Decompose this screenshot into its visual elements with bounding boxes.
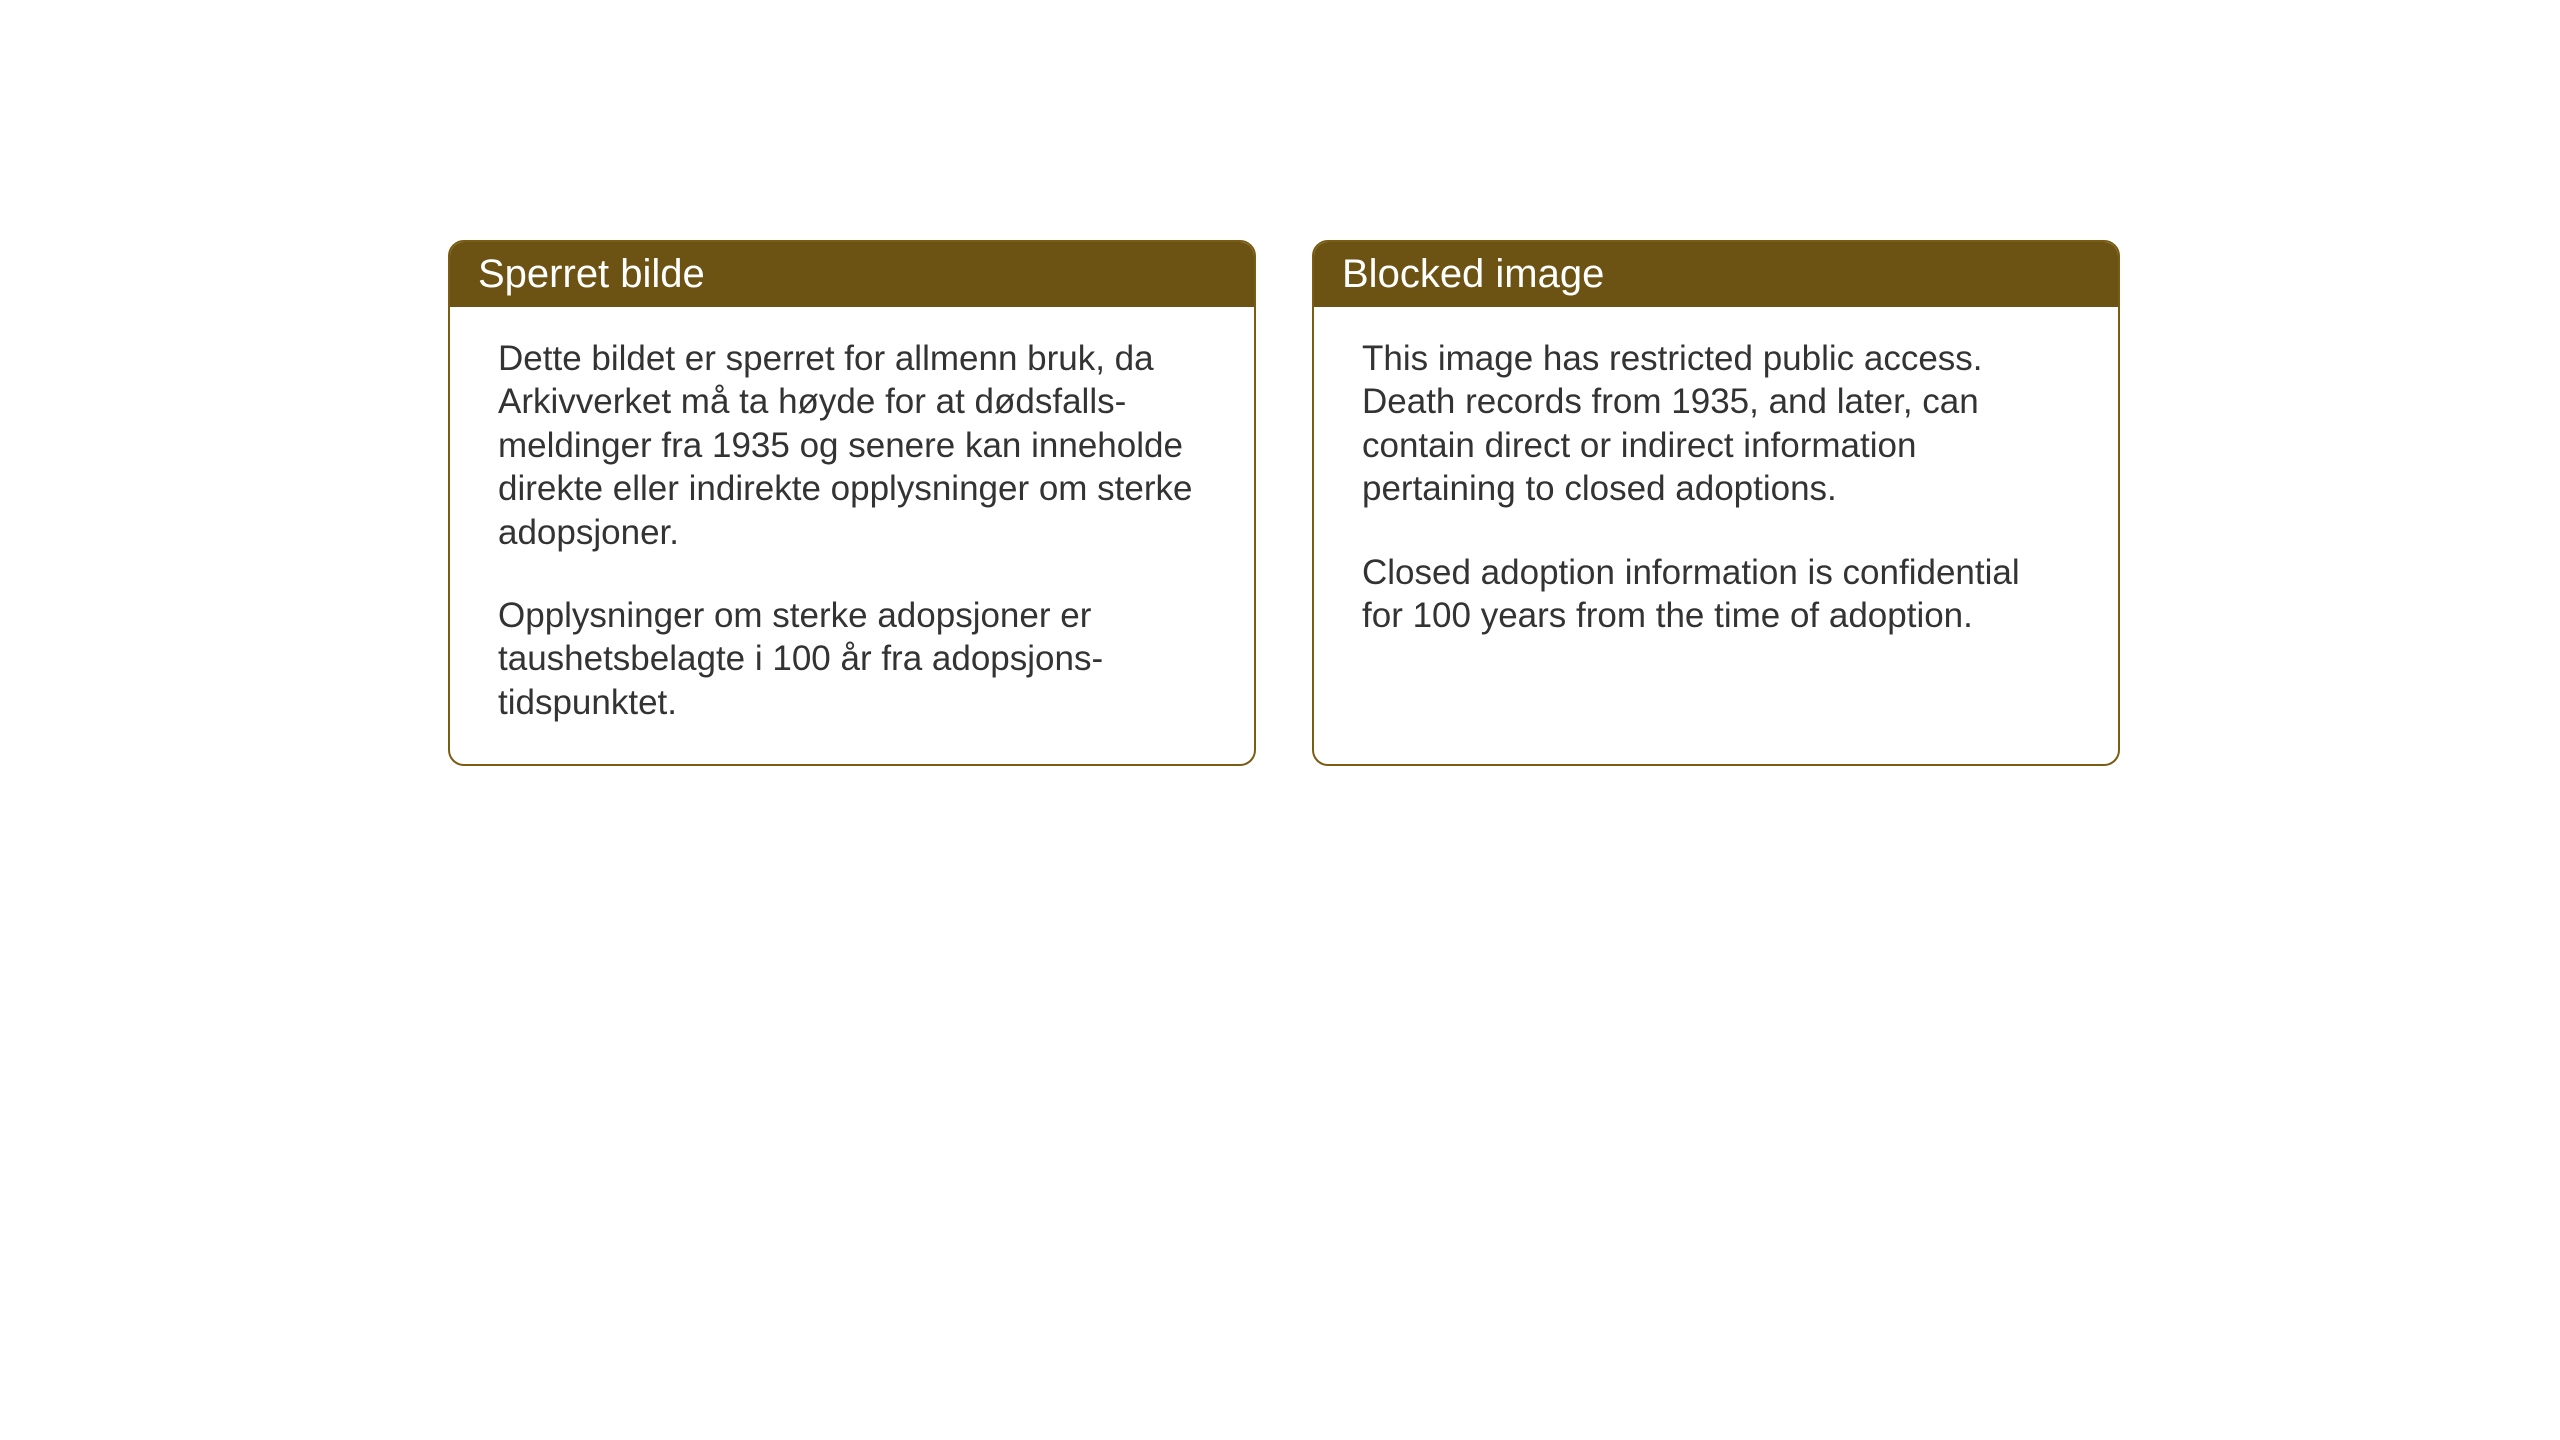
notice-header-english: Blocked image — [1314, 242, 2118, 307]
notice-paragraph-norwegian-2: Opplysninger om sterke adopsjoner er tau… — [498, 594, 1206, 724]
notice-paragraph-english-1: This image has restricted public access.… — [1362, 337, 2070, 511]
notice-title-norwegian: Sperret bilde — [478, 252, 705, 296]
notice-paragraph-english-2: Closed adoption information is confident… — [1362, 551, 2070, 638]
notice-body-english: This image has restricted public access.… — [1314, 307, 2118, 725]
notice-body-norwegian: Dette bildet er sperret for allmenn bruk… — [450, 307, 1254, 764]
notice-header-norwegian: Sperret bilde — [450, 242, 1254, 307]
notice-card-norwegian: Sperret bilde Dette bildet er sperret fo… — [448, 240, 1256, 766]
notice-paragraph-norwegian-1: Dette bildet er sperret for allmenn bruk… — [498, 337, 1206, 554]
notice-card-english: Blocked image This image has restricted … — [1312, 240, 2120, 766]
notice-cards-container: Sperret bilde Dette bildet er sperret fo… — [448, 240, 2120, 766]
notice-title-english: Blocked image — [1342, 252, 1604, 296]
